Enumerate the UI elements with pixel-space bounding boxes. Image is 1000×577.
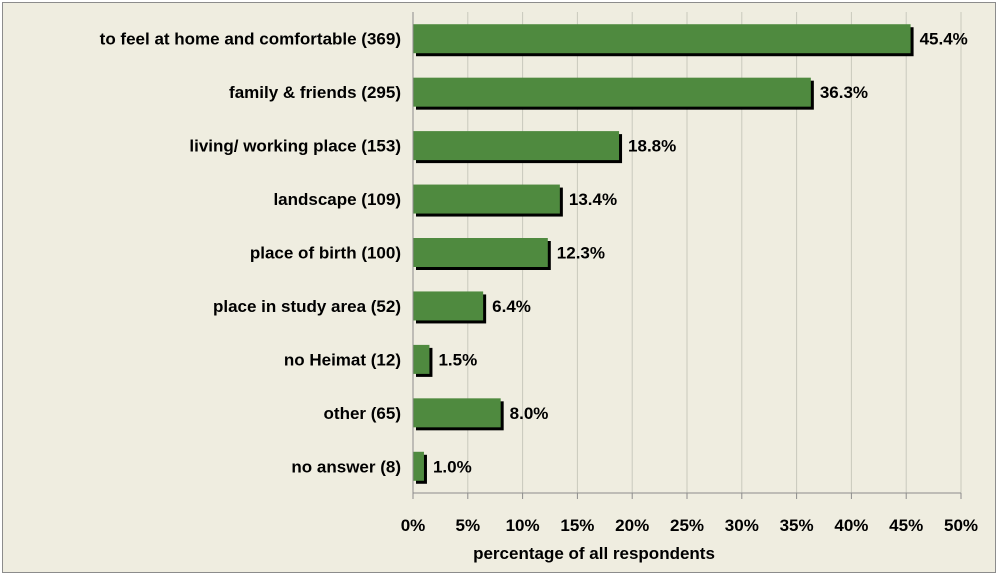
category-label: no Heimat (12) [284,350,401,369]
bar [413,344,430,374]
category-label: family & friends (295) [229,83,401,102]
x-tick-label: 25% [670,516,704,535]
value-label: 36.3% [820,83,868,102]
bar [413,184,560,214]
value-label: 45.4% [920,30,968,49]
bar [413,131,620,161]
category-label: other (65) [324,404,401,423]
category-label: to feel at home and comfortable (369) [100,30,401,49]
category-label: no answer (8) [291,457,401,476]
bar-chart: 0% 5% 10% 15% 20% 25% 30% 35% 40% 45% 50% to feel … [100,12,978,563]
axes: 0% 5% 10% 15% 20% 25% 30% 35% 40% 45% 50% [401,12,978,535]
bar [413,291,484,321]
x-tick-label: 5% [456,516,481,535]
bar [413,451,424,481]
bar [413,238,548,267]
value-label: 6.4% [492,297,531,316]
x-tick-label: 35% [780,516,814,535]
value-label: 18.8% [628,137,676,156]
x-tick-label: 0% [401,516,426,535]
bar [413,398,501,428]
value-label: 12.3% [557,244,605,263]
bar [413,24,911,54]
x-tick-label: 50% [944,516,978,535]
value-label: 8.0% [510,404,549,423]
value-label: 1.0% [433,457,472,476]
bars [413,24,914,484]
x-tick-label: 10% [506,516,540,535]
x-axis-title: percentage of all respondents [473,544,715,563]
x-tick-label: 40% [834,516,868,535]
x-tick-label: 20% [615,516,649,535]
labels: to feel at home and comfortable (369) 45.… [100,30,968,477]
x-tick-label: 30% [725,516,759,535]
category-label: living/ working place (153) [189,137,401,156]
value-label: 1.5% [438,350,477,369]
category-label: place in study area (52) [213,297,401,316]
category-label: place of birth (100) [250,244,401,263]
x-tick-label: 45% [889,516,923,535]
category-label: landscape (109) [273,190,401,209]
bar [413,77,811,107]
x-tick-label: 15% [560,516,594,535]
value-label: 13.4% [569,190,617,209]
